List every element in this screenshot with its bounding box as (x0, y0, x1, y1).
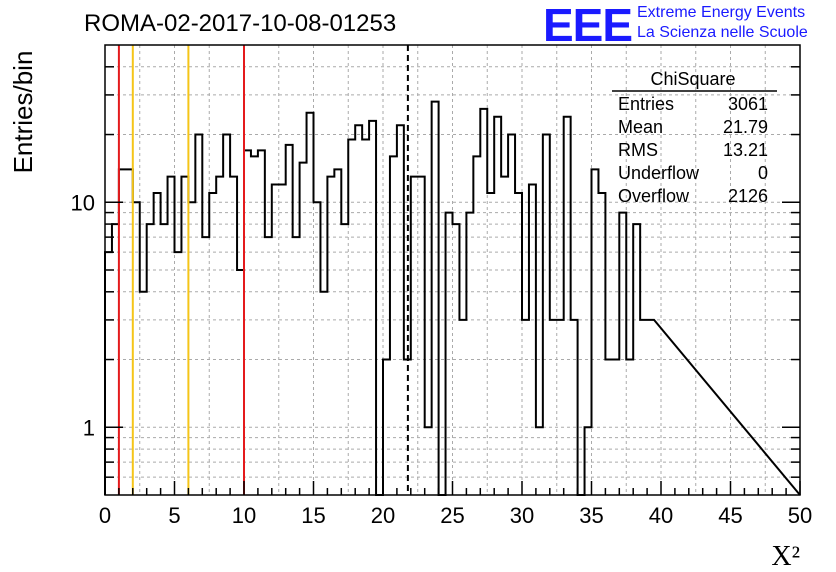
histogram-bin (522, 320, 529, 495)
histogram-bin (494, 117, 501, 495)
histogram-bin (466, 213, 473, 495)
histogram-bin (133, 202, 140, 495)
x-tick-label: 30 (510, 503, 534, 528)
histogram-bin (195, 135, 202, 495)
histogram-bin (362, 140, 369, 495)
x-tick-label: 50 (788, 503, 812, 528)
histogram-bin (140, 292, 147, 495)
x-tick-label: 5 (168, 503, 180, 528)
histogram-bin (508, 135, 515, 495)
stats-value: 0 (758, 163, 768, 183)
histogram-bin (202, 237, 209, 495)
histogram-bin (640, 320, 647, 495)
y-axis-label: Entries/bin (8, 51, 38, 174)
histogram-bin (188, 202, 195, 495)
histogram-bin (237, 270, 244, 495)
histogram-bin (598, 193, 605, 495)
histogram-bin (272, 184, 279, 495)
stats-box: ChiSquare Entries 3061 Mean 21.79 RMS 13.21 Und… (612, 69, 777, 206)
histogram-bin (175, 252, 182, 495)
histogram-bin (557, 320, 564, 495)
histogram-bin (397, 125, 404, 495)
histogram-bin (293, 237, 300, 495)
stats-value: 2126 (728, 186, 768, 206)
x-tick-label: 15 (301, 503, 325, 528)
x-tick-label: 35 (579, 503, 603, 528)
grid-lines (105, 45, 800, 495)
eee-logo: EEE (543, 0, 633, 51)
stats-value: 3061 (728, 94, 768, 114)
histogram-bin (209, 193, 216, 495)
histogram-bin (355, 125, 362, 495)
histogram-bin (119, 169, 126, 495)
x-tick-label: 40 (649, 503, 673, 528)
histogram-outline (104, 100, 801, 496)
tick-labels: 0 5 10 15 20 25 30 35 40 45 50 1 10 (71, 190, 813, 528)
histogram-bin (459, 320, 466, 495)
x-axis-label: X² (771, 541, 800, 572)
stats-label: Underflow (618, 163, 700, 183)
histogram-bin (223, 135, 230, 495)
histogram-bin (529, 184, 536, 495)
x-tick-label: 0 (99, 503, 111, 528)
axis-ticks (104, 66, 801, 495)
histogram-bin (348, 140, 355, 495)
histogram-bin (592, 169, 599, 495)
x-tick-label: 10 (232, 503, 256, 528)
histogram-bin (432, 102, 439, 495)
stats-value: 13.21 (723, 140, 768, 160)
histogram-bin (251, 156, 258, 495)
histogram-bin (619, 213, 626, 495)
y-tick-label: 1 (83, 415, 95, 440)
histogram-bin (320, 292, 327, 495)
x-tick-label: 25 (440, 503, 464, 528)
histogram-bin (154, 193, 161, 495)
reference-lines (117, 45, 409, 495)
page-title: ROMA-02-2017-10-08-01253 (84, 10, 397, 37)
histogram-bin (515, 193, 522, 495)
histogram-bin (390, 156, 397, 495)
logo-line-1: Extreme Energy Events (637, 4, 806, 21)
histogram-bin (265, 237, 272, 495)
stats-label: Entries (618, 94, 674, 114)
histogram-bin (564, 117, 571, 495)
stats-label: Overflow (618, 186, 690, 206)
histogram-bin (446, 213, 453, 495)
histogram-bin (369, 121, 376, 495)
histogram-bin (126, 169, 133, 495)
x-tick-label: 45 (718, 503, 742, 528)
histogram-bin (279, 184, 286, 495)
histogram-bin (334, 169, 341, 495)
y-tick-label: 10 (71, 190, 95, 215)
stats-value: 21.79 (723, 117, 768, 137)
histogram-bin (105, 252, 112, 495)
stats-title: ChiSquare (650, 69, 735, 89)
x-tick-label: 20 (371, 503, 395, 528)
histogram-bin (314, 202, 321, 495)
histogram-bin (571, 320, 578, 495)
histogram-bin (647, 320, 654, 495)
stats-label: RMS (618, 140, 658, 160)
logo-line-2: La Scienza nelle Scuole (637, 24, 808, 41)
stats-label: Mean (618, 117, 663, 137)
histogram-bin (473, 156, 480, 495)
histogram-bin (543, 135, 550, 495)
histogram-bars (104, 100, 801, 496)
histogram-bin (550, 320, 557, 495)
histogram-bin (487, 193, 494, 495)
